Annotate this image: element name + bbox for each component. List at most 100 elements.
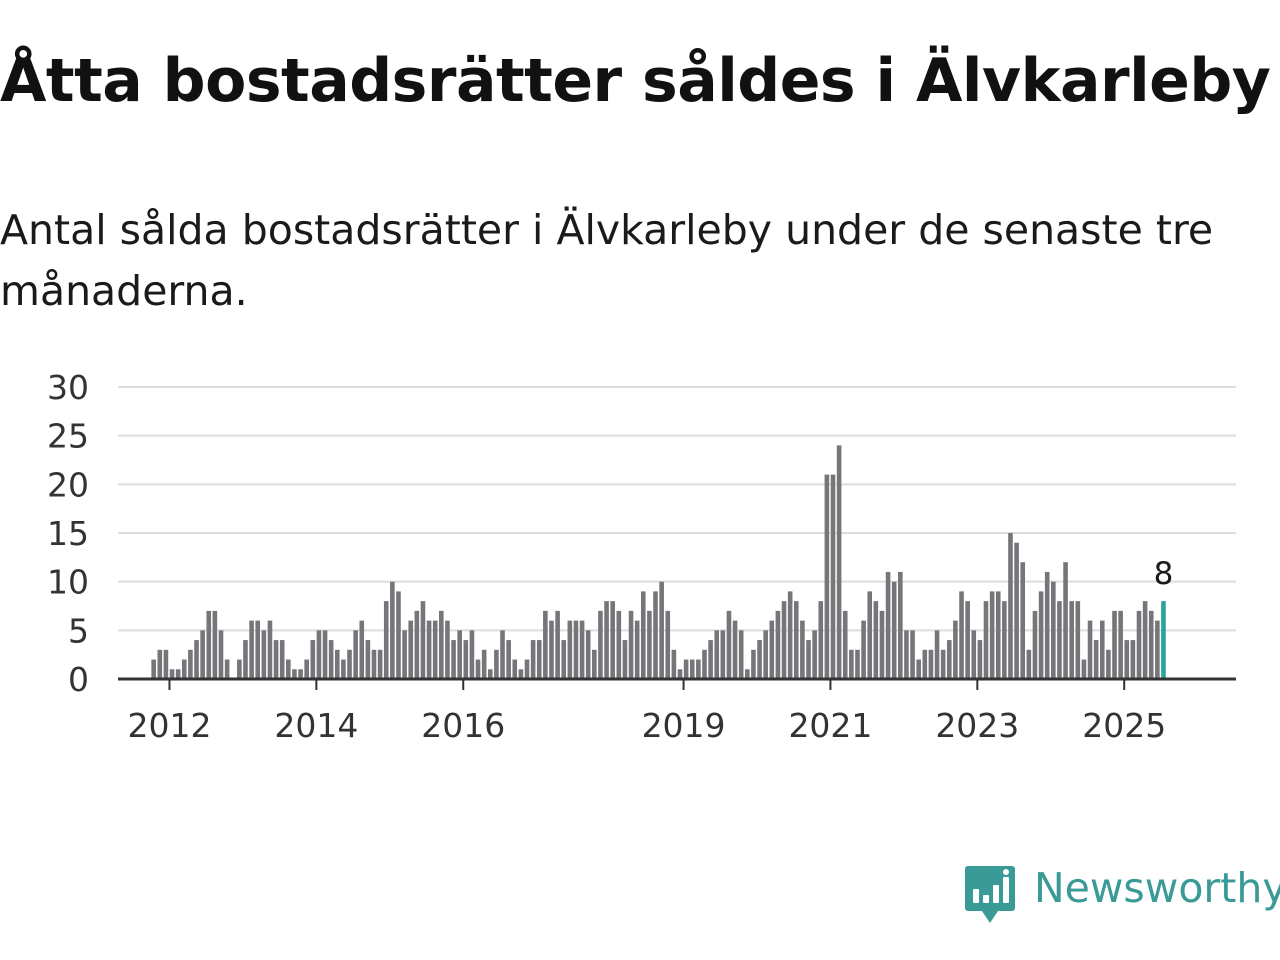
bar xyxy=(279,640,285,679)
bar xyxy=(573,620,579,679)
bar xyxy=(249,620,254,679)
bar xyxy=(500,630,505,679)
bar xyxy=(757,640,762,679)
bar xyxy=(922,649,928,679)
bar xyxy=(1148,610,1154,679)
bar xyxy=(751,649,756,679)
chart-bars xyxy=(151,445,1166,679)
bar xyxy=(1044,571,1050,679)
bar xyxy=(494,649,499,679)
bar xyxy=(683,659,689,679)
bar xyxy=(769,620,775,679)
chart-gridlines xyxy=(118,386,1236,632)
bar xyxy=(836,445,842,679)
bar xyxy=(977,640,983,679)
bar xyxy=(830,474,836,679)
bar xyxy=(800,620,805,679)
bar xyxy=(989,591,995,679)
bar xyxy=(579,620,585,679)
bar xyxy=(891,581,897,679)
bar xyxy=(1093,640,1099,679)
bar xyxy=(1142,601,1148,679)
x-tick-label: 2014 xyxy=(274,706,358,745)
bar xyxy=(261,630,267,679)
bar xyxy=(175,669,181,679)
bar xyxy=(487,669,493,679)
bar xyxy=(298,669,303,679)
bar xyxy=(732,620,738,679)
bar xyxy=(1130,640,1136,679)
bar xyxy=(720,630,726,679)
bar xyxy=(696,659,701,679)
bar xyxy=(818,601,824,679)
bar xyxy=(181,659,187,679)
bar xyxy=(1118,610,1123,679)
bar xyxy=(708,640,713,679)
bar xyxy=(824,474,830,679)
bar xyxy=(610,601,615,679)
bar xyxy=(420,601,426,679)
bar xyxy=(555,610,560,679)
bar xyxy=(1057,601,1062,679)
bar xyxy=(640,591,646,679)
bar xyxy=(163,649,169,679)
bar xyxy=(745,669,750,679)
bar xyxy=(995,591,1001,679)
bar xyxy=(273,640,279,679)
bar xyxy=(390,581,395,679)
bar xyxy=(806,640,811,679)
bar xyxy=(604,601,609,679)
bar xyxy=(267,620,273,679)
bar xyxy=(151,659,156,679)
page-subtitle: Antal sålda bostadsrätter i Älvkarleby u… xyxy=(0,206,1214,315)
bar xyxy=(408,620,414,679)
bar xyxy=(377,649,383,679)
bar xyxy=(1014,542,1019,679)
bar xyxy=(561,640,567,679)
y-tick-label: 10 xyxy=(47,563,89,602)
x-tick-label: 2021 xyxy=(788,706,872,745)
bar xyxy=(543,610,548,679)
bar xyxy=(689,659,695,679)
bar xyxy=(212,610,218,679)
bar xyxy=(1002,601,1007,679)
bar xyxy=(475,659,481,679)
bar xyxy=(1069,601,1074,679)
bar xyxy=(738,630,744,679)
bar xyxy=(1124,640,1130,679)
x-tick-label: 2016 xyxy=(421,706,505,745)
bar xyxy=(763,630,768,679)
bar xyxy=(953,620,958,679)
bar xyxy=(1051,581,1056,679)
bar xyxy=(934,630,940,679)
newsworthy-logo-icon xyxy=(965,866,1015,923)
bar xyxy=(775,610,781,679)
bar xyxy=(341,659,346,679)
bar xyxy=(188,649,193,679)
bar xyxy=(1112,610,1117,679)
bar xyxy=(524,659,530,679)
bar xyxy=(842,610,848,679)
bar xyxy=(677,669,683,679)
bar xyxy=(983,601,989,679)
bar xyxy=(426,620,432,679)
bar xyxy=(879,610,885,679)
y-tick-label: 15 xyxy=(47,514,89,553)
chart-axis xyxy=(118,677,1236,690)
bar xyxy=(1087,620,1093,679)
bar xyxy=(445,620,450,679)
bar xyxy=(898,571,903,679)
bar xyxy=(396,591,401,679)
bar xyxy=(567,620,573,679)
bar xyxy=(867,591,873,679)
bar xyxy=(169,669,175,679)
bar xyxy=(1026,649,1032,679)
bar xyxy=(634,620,640,679)
bar xyxy=(787,591,793,679)
bar xyxy=(702,649,707,679)
bar xyxy=(218,630,224,679)
bar xyxy=(353,630,358,679)
bar xyxy=(328,640,334,679)
